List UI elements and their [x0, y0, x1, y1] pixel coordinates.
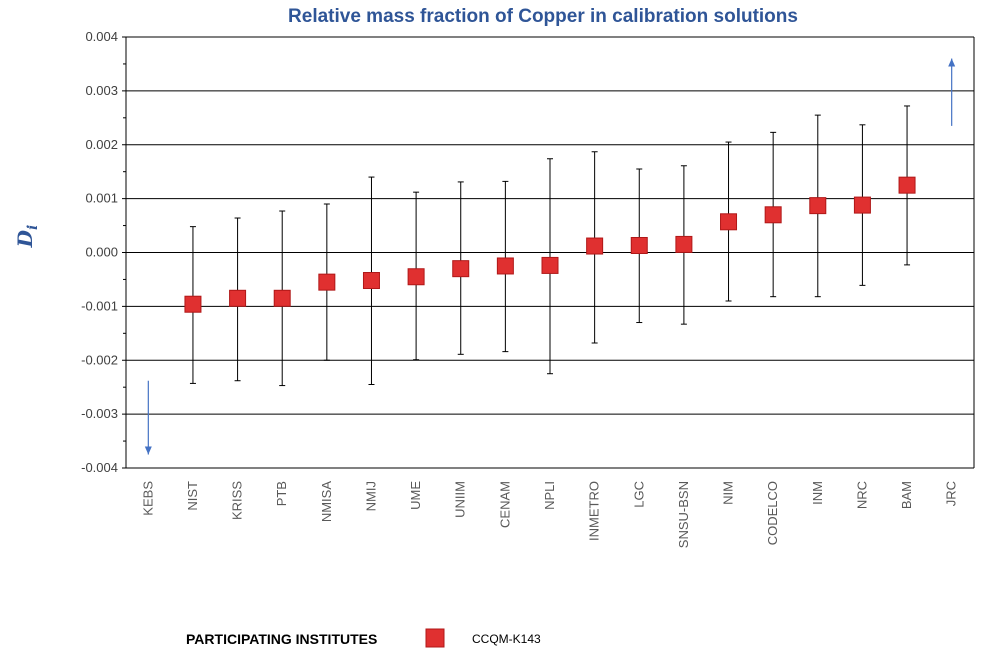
- data-point: [630, 236, 648, 254]
- x-tick-label: NIST: [185, 481, 200, 511]
- data-point: [229, 289, 247, 307]
- x-ticks: KEBS NIST KRISS PTB NMISA NMIJ UME UNIIM CENAM NP…: [140, 481, 958, 549]
- x-tick-label: JRC: [944, 481, 959, 506]
- y-tick-label: -0.004: [81, 460, 118, 475]
- chart-title: Relative mass fraction of Copper in cali…: [288, 6, 798, 27]
- data-point: [496, 257, 514, 275]
- legend-title: PARTICIPATING INSTITUTES: [186, 631, 377, 647]
- data-point: [318, 273, 336, 291]
- x-tick-label: NIM: [721, 481, 736, 505]
- y-axis-label: Di: [13, 225, 41, 249]
- x-tick-label: UME: [408, 481, 423, 510]
- x-tick-label: UNIIM: [453, 481, 468, 518]
- data-point: [407, 268, 425, 286]
- legend-entry: CCQM-K143: [472, 632, 541, 646]
- y-tick-label: -0.001: [81, 298, 118, 313]
- data-point: [452, 260, 470, 278]
- data-point: [586, 237, 604, 255]
- x-tick-label: NMIJ: [363, 481, 378, 511]
- x-tick-label: LGC: [631, 481, 646, 508]
- legend-marker: [425, 628, 445, 648]
- error-bars: [189, 105, 911, 387]
- markers: [184, 176, 916, 313]
- data-point: [184, 295, 202, 313]
- y-tick-label: -0.002: [81, 352, 118, 367]
- x-tick-label: NPLI: [542, 481, 557, 510]
- x-tick-label: KEBS: [140, 481, 155, 516]
- data-point: [898, 176, 916, 194]
- data-point: [675, 235, 693, 253]
- x-tick-label: BAM: [899, 481, 914, 509]
- data-point: [273, 289, 291, 307]
- x-tick-label: SNSU-BSN: [676, 481, 691, 548]
- x-tick-label: CODELCO: [765, 481, 780, 545]
- x-tick-label: KRISS: [230, 481, 245, 520]
- x-tick-label: INM: [810, 481, 825, 505]
- y-tick-label: 0.001: [85, 191, 118, 206]
- y-ticks: 0.004 0.003 0.002 0.001 0.000 -0.001 -0.002 -0.…: [81, 29, 118, 475]
- x-tick-label: NRC: [854, 481, 869, 509]
- offscale-arrow-head: [144, 446, 152, 455]
- data-point: [362, 272, 380, 290]
- data-point: [541, 256, 559, 274]
- y-tick-label: 0.003: [85, 83, 118, 98]
- data-point: [853, 196, 871, 214]
- data-point: [720, 213, 738, 231]
- x-tick-label: INMETRO: [587, 481, 602, 541]
- y-tick-label: -0.003: [81, 406, 118, 421]
- y-tick-label: 0.004: [85, 29, 118, 44]
- data-point: [809, 197, 827, 215]
- x-tick-label: CENAM: [497, 481, 512, 528]
- y-tick-label: 0.000: [85, 245, 118, 260]
- x-tick-label: PTB: [274, 481, 289, 506]
- y-tick-label: 0.002: [85, 137, 118, 152]
- offscale-arrows: [144, 58, 956, 455]
- grid: [122, 36, 975, 469]
- y-axis-label-subscript: i: [25, 225, 41, 230]
- y-axis-label-main: D: [13, 229, 37, 248]
- data-point: [764, 206, 782, 224]
- offscale-arrow-head: [948, 58, 956, 67]
- x-tick-label: NMISA: [319, 481, 334, 523]
